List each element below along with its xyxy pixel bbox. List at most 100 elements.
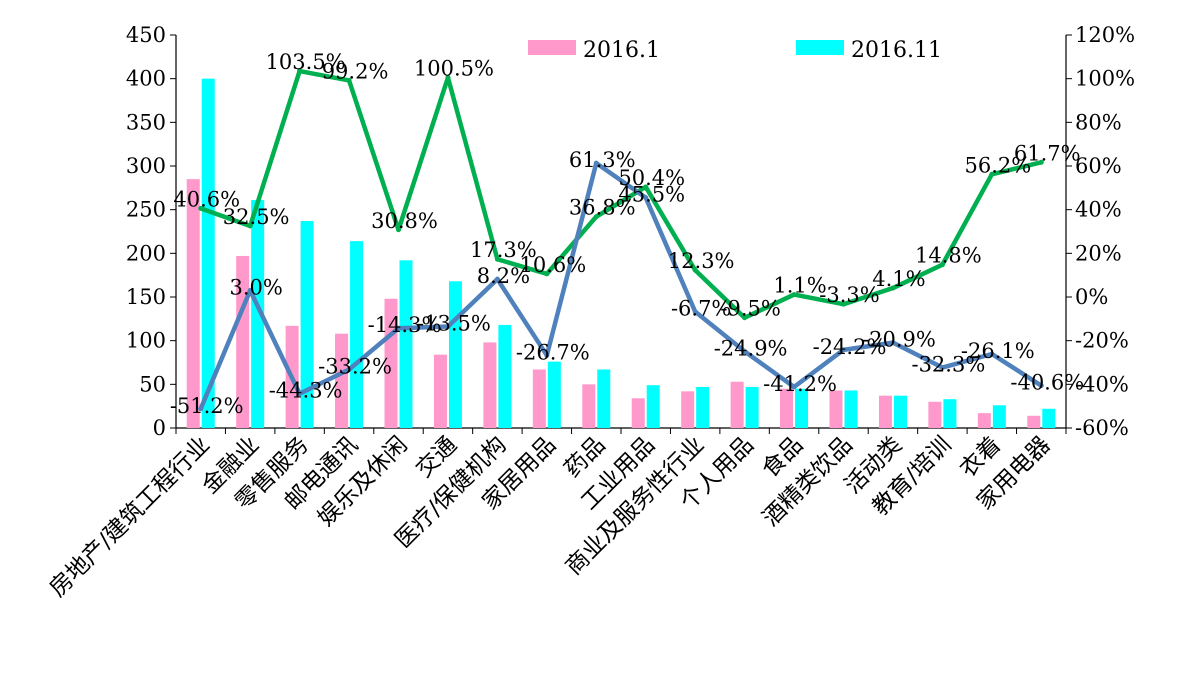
- bar-2016.11: [844, 390, 858, 428]
- bar-2016.1: [730, 381, 744, 428]
- left-tick-label: 350: [126, 110, 166, 134]
- line-point: [346, 366, 352, 372]
- bar-2016.1: [186, 179, 200, 428]
- bar-2016.1: [977, 413, 991, 428]
- line-point: [396, 325, 401, 331]
- legend: 2016.1 2016.11: [528, 38, 942, 63]
- bar-2016.1: [532, 369, 546, 428]
- bar-2016.11: [399, 260, 413, 428]
- bars: [186, 78, 1056, 429]
- bar-2016.1: [878, 395, 892, 428]
- line-point: [742, 315, 748, 321]
- line-point: [643, 184, 649, 190]
- line-point: [841, 301, 846, 307]
- line-point: [445, 323, 451, 329]
- data-label: -3.3%: [819, 283, 879, 307]
- bar-2016.11: [795, 388, 809, 428]
- line-point: [198, 205, 204, 211]
- data-label: -14.3%: [368, 313, 442, 337]
- data-label: -9.5%: [720, 297, 780, 321]
- bar-2016.11: [1042, 408, 1056, 428]
- left-tick-label: 100: [126, 329, 166, 353]
- data-label: 14.8%: [915, 244, 982, 268]
- left-tick-label: 450: [126, 23, 166, 47]
- line-point: [1038, 383, 1044, 389]
- data-label: 4.1%: [872, 267, 925, 291]
- bar-2016.1: [780, 388, 794, 428]
- data-label: -13.5%: [417, 311, 491, 335]
- data-labels: 40.6%32.5% 103.5%99.2% 30.8% 100.5% 17.3%10.…: [170, 50, 1084, 418]
- line-point: [544, 271, 550, 277]
- line-point: [791, 384, 797, 390]
- line-point: [494, 276, 500, 282]
- bar-2016.1: [433, 354, 447, 428]
- bar-2016.11: [201, 78, 215, 429]
- bar-2016.1: [829, 390, 843, 428]
- lines: [198, 68, 1044, 412]
- bar-2016.11: [992, 405, 1006, 428]
- legend-label: 2016.11: [851, 38, 942, 63]
- left-tick-label: 150: [126, 285, 166, 309]
- line-series-2: [198, 160, 1044, 412]
- left-tick-label: 0: [153, 416, 166, 440]
- bar-2016.1: [631, 398, 645, 428]
- line-point: [742, 348, 748, 354]
- line-point: [396, 227, 401, 233]
- right-tick-label: 40%: [1075, 198, 1122, 222]
- data-label: 36.8%: [569, 196, 636, 220]
- right-tick-label: 80%: [1075, 110, 1122, 134]
- right-tick-label: -40%: [1075, 372, 1129, 396]
- bar-2016.11: [498, 324, 512, 428]
- line-point: [198, 406, 204, 412]
- bar-2016.1: [681, 391, 695, 428]
- bar-2016.11: [943, 399, 957, 428]
- data-label: -32.3%: [911, 353, 985, 377]
- bar-2016.11: [597, 369, 611, 428]
- data-label: -26.7%: [516, 340, 590, 364]
- bar-2016.11: [646, 385, 660, 428]
- data-label: 50.4%: [618, 166, 685, 190]
- line-point: [791, 292, 797, 298]
- right-tick-label: 20%: [1075, 241, 1122, 265]
- left-tick-label: 50: [139, 372, 166, 396]
- bar-2016.11: [745, 386, 759, 428]
- right-tick-label: 100%: [1075, 67, 1135, 91]
- data-label: 45.5%: [618, 183, 685, 207]
- data-label: 8.2%: [477, 264, 530, 288]
- line-point: [494, 256, 500, 262]
- data-label: -24.2%: [813, 335, 887, 359]
- bar-2016.11: [547, 361, 561, 428]
- line-point: [544, 352, 550, 358]
- data-label: 100.5%: [414, 57, 494, 81]
- category-label: 房地产/建筑工程行业: [45, 432, 215, 602]
- right-tick-label: 0%: [1075, 285, 1108, 309]
- line-point: [247, 223, 253, 229]
- line-point: [939, 262, 945, 268]
- left-tick-label: 200: [126, 241, 166, 265]
- data-label: 103.5%: [266, 50, 346, 74]
- left-tick-label: 300: [126, 154, 166, 178]
- legend-swatch: [528, 40, 576, 55]
- data-label: 1.1%: [773, 274, 826, 298]
- right-tick-label: 120%: [1075, 23, 1135, 47]
- right-tick-label: -20%: [1075, 329, 1129, 353]
- data-label: 12.3%: [668, 249, 735, 273]
- bar-2016.1: [928, 401, 942, 428]
- line-point: [692, 309, 698, 315]
- data-label: -51.2%: [170, 394, 244, 418]
- line-series-1: [198, 68, 1044, 320]
- data-label: 61.7%: [1014, 141, 1081, 165]
- line-point: [1038, 159, 1044, 165]
- data-label: 56.2%: [964, 153, 1031, 177]
- line-point: [297, 391, 303, 397]
- line-point: [593, 214, 599, 220]
- data-label: -40.6%: [1010, 371, 1084, 395]
- line-point: [297, 68, 303, 74]
- line-point: [593, 160, 599, 166]
- data-label: -26.1%: [961, 339, 1035, 363]
- line-point: [841, 347, 846, 353]
- line-point: [445, 75, 451, 81]
- line-point: [692, 267, 698, 273]
- bar-2016.1: [582, 384, 596, 428]
